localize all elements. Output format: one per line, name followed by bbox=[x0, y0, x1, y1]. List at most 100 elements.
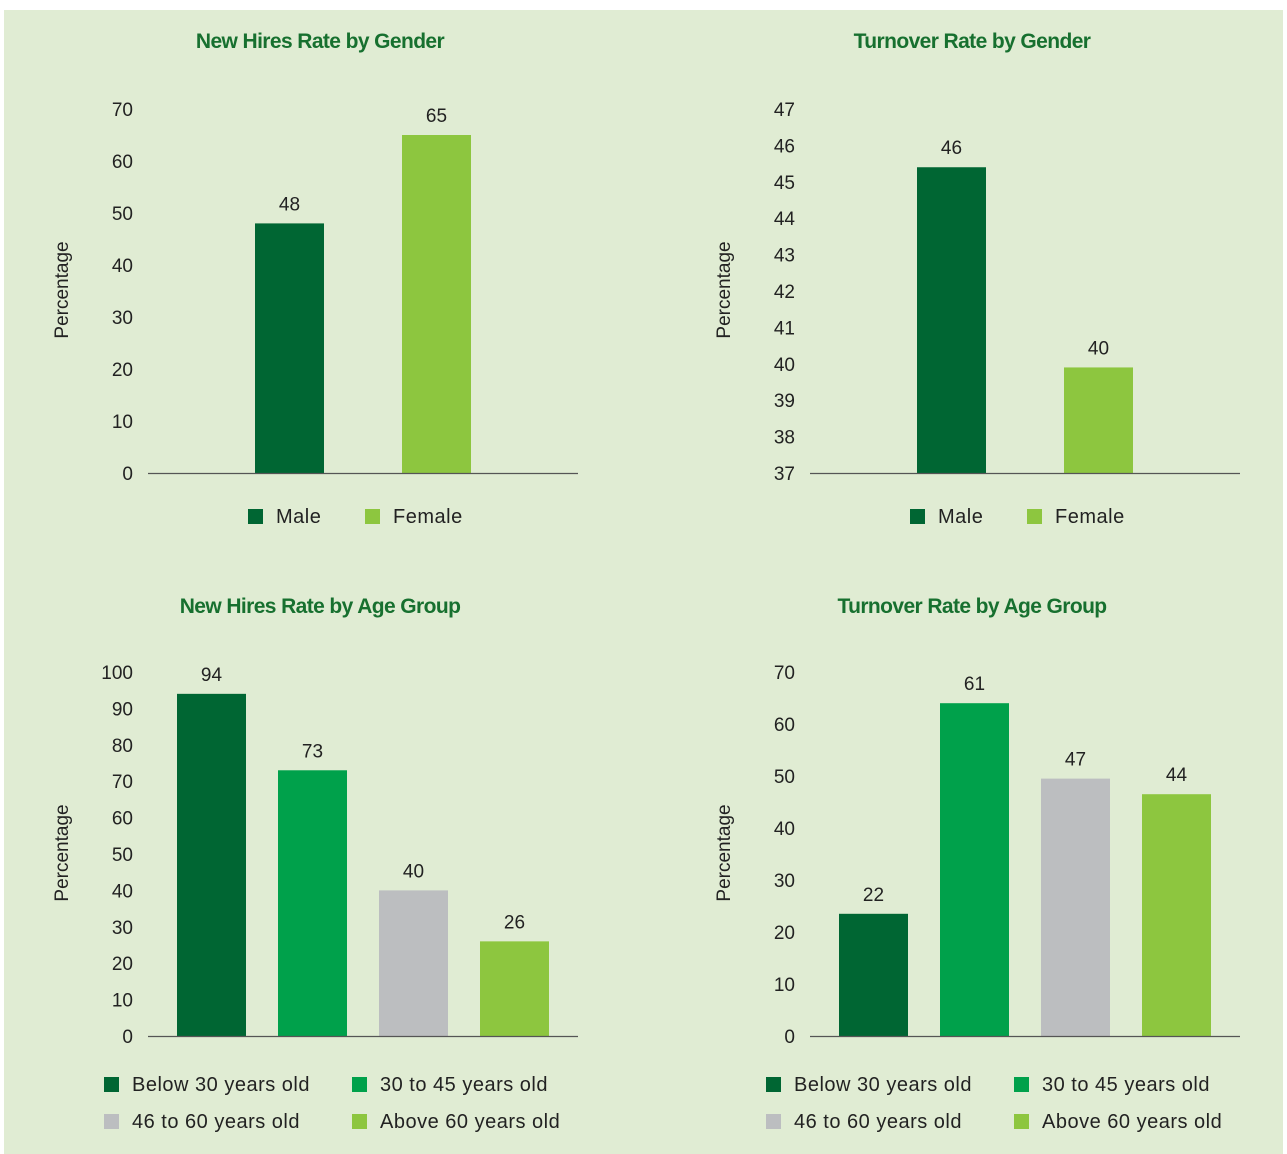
bar bbox=[1041, 778, 1110, 1036]
bar bbox=[940, 703, 1009, 1036]
legend-item: Below 30 years old bbox=[104, 1074, 310, 1097]
bar bbox=[839, 913, 908, 1036]
legend-swatch bbox=[365, 509, 380, 524]
legend-item: 46 to 60 years old bbox=[104, 1111, 300, 1134]
legend-label: Female bbox=[393, 506, 463, 528]
y-tick-label: 30 bbox=[112, 308, 133, 329]
bar-plot: 37 38 39 40 41 42 43 44 45 46 47 46 40 bbox=[774, 100, 1240, 485]
y-tick-label: 47 bbox=[774, 100, 795, 121]
y-tick-label: 50 bbox=[112, 845, 133, 866]
y-tick-label: 60 bbox=[112, 152, 133, 173]
y-tick-label: 100 bbox=[101, 663, 133, 684]
y-tick-label: 41 bbox=[774, 318, 795, 339]
y-tick-label: 40 bbox=[774, 355, 795, 376]
y-tick-label: 20 bbox=[774, 923, 795, 944]
data-label: 73 bbox=[302, 741, 323, 762]
bar-plot: 0 10 20 30 40 50 60 70 48 65 bbox=[112, 100, 578, 485]
y-tick-label: 0 bbox=[784, 1027, 795, 1048]
legend-item: 46 to 60 years old bbox=[766, 1111, 962, 1134]
bar-plot: 0 10 20 30 40 50 60 70 22 61 47 44 bbox=[774, 663, 1240, 1048]
y-tick-label: 39 bbox=[774, 391, 795, 412]
legend-swatch bbox=[248, 509, 263, 524]
bar bbox=[1064, 367, 1133, 473]
y-tick-label: 50 bbox=[774, 767, 795, 788]
bar bbox=[402, 135, 471, 473]
y-tick-label: 40 bbox=[774, 819, 795, 840]
data-label: 48 bbox=[279, 194, 300, 215]
y-tick-label: 70 bbox=[112, 772, 133, 793]
data-label: 44 bbox=[1166, 765, 1188, 786]
new-hires-age-chart: New Hires Rate by Age Group Percentage 0… bbox=[0, 565, 640, 1154]
legend-swatch bbox=[766, 1114, 781, 1129]
bar-plot: 0 10 20 30 40 50 60 70 80 90 100 94 73 40 26 bbox=[101, 663, 578, 1048]
y-tick-label: 42 bbox=[774, 282, 795, 303]
legend-item: Above 60 years old bbox=[1014, 1111, 1222, 1134]
y-tick-label: 30 bbox=[112, 918, 133, 939]
legend-item: Male bbox=[910, 506, 983, 529]
y-tick-label: 37 bbox=[774, 464, 795, 485]
y-tick-label: 80 bbox=[112, 736, 133, 757]
y-tick-label: 70 bbox=[774, 663, 795, 684]
y-tick-label: 44 bbox=[774, 209, 796, 230]
y-tick-label: 40 bbox=[112, 881, 133, 902]
new-hires-gender-chart: New Hires Rate by Gender Percentage 0 10 2… bbox=[0, 0, 640, 560]
legend-item: Above 60 years old bbox=[352, 1111, 560, 1134]
y-tick-label: 0 bbox=[122, 1027, 133, 1048]
chart-title: Turnover Rate by Gender bbox=[853, 30, 1091, 53]
legend-label: Female bbox=[1055, 506, 1125, 528]
legend-swatch bbox=[352, 1077, 367, 1092]
y-tick-label: 45 bbox=[774, 173, 795, 194]
legend-swatch bbox=[1014, 1114, 1029, 1129]
legend-swatch bbox=[766, 1077, 781, 1092]
legend-label: Below 30 years old bbox=[132, 1074, 310, 1096]
y-tick-label: 46 bbox=[774, 136, 795, 157]
legend-item: Male bbox=[248, 506, 321, 529]
data-label: 65 bbox=[426, 106, 447, 127]
legend-label: Below 30 years old bbox=[794, 1074, 972, 1096]
legend-label: Above 60 years old bbox=[380, 1111, 561, 1133]
bar bbox=[917, 167, 986, 474]
y-tick-label: 0 bbox=[122, 464, 133, 485]
y-tick-label: 20 bbox=[112, 954, 133, 975]
data-label: 26 bbox=[504, 912, 525, 933]
legend-label: 30 to 45 years old bbox=[1042, 1074, 1210, 1096]
legend-swatch bbox=[1027, 509, 1042, 524]
legend-label: 30 to 45 years old bbox=[380, 1074, 548, 1096]
data-label: 46 bbox=[941, 138, 962, 159]
legend-label: 46 to 60 years old bbox=[794, 1111, 962, 1133]
data-label: 22 bbox=[863, 885, 884, 906]
bar bbox=[255, 223, 324, 473]
y-tick-label: 20 bbox=[112, 360, 133, 381]
legend-item: Female bbox=[1027, 506, 1125, 529]
y-tick-label: 60 bbox=[774, 715, 795, 736]
y-tick-label: 10 bbox=[774, 975, 795, 996]
chart-title: New Hires Rate by Gender bbox=[195, 30, 445, 53]
bar bbox=[480, 941, 549, 1036]
legend-item: 30 to 45 years old bbox=[352, 1074, 548, 1097]
data-label: 61 bbox=[964, 674, 985, 695]
legend-label: Above 60 years old bbox=[1042, 1111, 1223, 1133]
chart-title: Turnover Rate by Age Group bbox=[837, 595, 1107, 618]
y-tick-label: 50 bbox=[112, 204, 133, 225]
legend-swatch bbox=[104, 1077, 119, 1092]
legend-swatch bbox=[352, 1114, 367, 1129]
legend-label: Male bbox=[938, 506, 984, 528]
legend-label: 46 to 60 years old bbox=[132, 1111, 300, 1133]
y-tick-label: 43 bbox=[774, 246, 795, 267]
turnover-gender-chart: Turnover Rate by Gender Percentage 37 38 3… bbox=[662, 0, 1282, 560]
data-label: 94 bbox=[201, 665, 223, 686]
data-label: 40 bbox=[1088, 338, 1109, 359]
data-label: 47 bbox=[1065, 750, 1086, 771]
y-tick-label: 70 bbox=[112, 100, 133, 121]
y-tick-label: 40 bbox=[112, 256, 133, 277]
y-tick-label: 10 bbox=[112, 412, 133, 433]
y-tick-label: 38 bbox=[774, 428, 795, 449]
legend-label: Male bbox=[276, 506, 322, 528]
bar bbox=[278, 770, 347, 1036]
legend-swatch bbox=[910, 509, 925, 524]
chart-title: New Hires Rate by Age Group bbox=[179, 595, 461, 618]
bar bbox=[177, 693, 246, 1036]
legend-item: Female bbox=[365, 506, 463, 529]
bar bbox=[379, 890, 448, 1036]
